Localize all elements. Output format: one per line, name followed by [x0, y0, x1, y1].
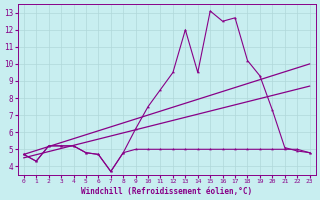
X-axis label: Windchill (Refroidissement éolien,°C): Windchill (Refroidissement éolien,°C) [81, 187, 252, 196]
